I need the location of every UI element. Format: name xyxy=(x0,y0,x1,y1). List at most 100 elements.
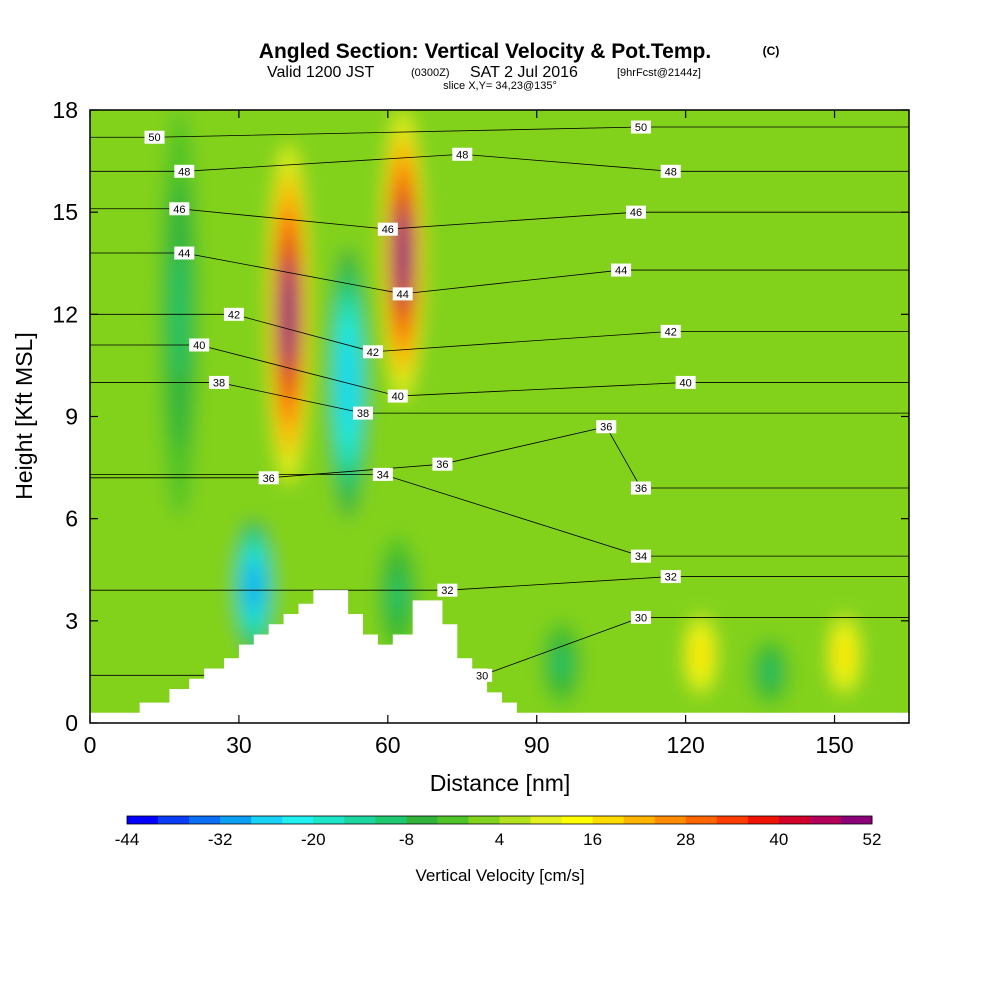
colorbar-tick-28: 28 xyxy=(676,830,695,849)
colorbar-segment-23 xyxy=(840,816,873,824)
colorbar-segment-21 xyxy=(778,816,811,824)
isentrope-label-text: 42 xyxy=(367,347,379,359)
isentrope-label-text: 46 xyxy=(630,207,642,219)
isentrope-label-text: 38 xyxy=(357,408,369,420)
colorbar-segment-10 xyxy=(437,816,469,824)
isentrope-label-40-2: 40 xyxy=(675,375,696,389)
colorbar-frame xyxy=(126,815,873,825)
valid-forecast: [9hrFcst@2144z] xyxy=(617,67,701,79)
x-tick-label-60: 60 xyxy=(375,732,401,758)
isentrope-label-box xyxy=(472,668,493,682)
isentrope-label-text: 50 xyxy=(148,132,160,144)
colorbar-segment-18 xyxy=(685,816,718,824)
isentrope-label-30-0: 30 xyxy=(472,668,493,682)
isentrope-label-box xyxy=(596,420,617,434)
isentrope-label-box xyxy=(630,549,651,563)
isentrope-label-box xyxy=(392,287,413,301)
x-tick-label-150: 150 xyxy=(815,732,853,758)
isentrope-label-text: 36 xyxy=(263,473,275,485)
colorbar-tick-52: 52 xyxy=(863,830,882,849)
isentrope-label-text: 32 xyxy=(441,585,453,597)
isentrope-label-box xyxy=(630,120,651,134)
isentrope-label-box xyxy=(387,389,408,403)
isentrope-label-box xyxy=(174,164,195,178)
slice-subtitle: slice X,Y= 34,23@135° xyxy=(443,80,557,92)
velocity-field xyxy=(90,110,909,723)
copyright-mark: (C) xyxy=(763,44,780,58)
isentrope-label-50-1: 50 xyxy=(630,120,651,134)
isentrope-label-text: 40 xyxy=(392,391,404,403)
velocity-feature-6-level-4 xyxy=(555,649,568,678)
isentrope-label-text: 44 xyxy=(615,265,627,277)
isentrope-label-50-0: 50 xyxy=(144,130,165,144)
isentrope-label-box xyxy=(372,467,393,481)
velocity-feature-9-level-4 xyxy=(838,638,851,672)
colorbar-tick-40: 40 xyxy=(769,830,788,849)
isentrope-50 xyxy=(90,126,909,138)
colorbar-segment-0 xyxy=(127,816,159,824)
colorbar-tick-16: 16 xyxy=(583,830,602,849)
isentrope-label-text: 30 xyxy=(476,670,488,682)
isentrope-label-box xyxy=(362,345,383,359)
isentrope-label-48-0: 48 xyxy=(174,164,195,178)
isentrope-36 xyxy=(90,426,909,489)
x-tick-label-0: 0 xyxy=(84,732,97,758)
colorbar-segment-7 xyxy=(344,816,376,824)
colorbar-segment-3 xyxy=(220,816,252,824)
colorbar-tick--8: -8 xyxy=(399,830,414,849)
x-tick-label-120: 120 xyxy=(666,732,704,758)
isentrope-label-box xyxy=(630,610,651,624)
velocity-feature-2-level-4 xyxy=(341,338,355,427)
y-tick-label-12: 12 xyxy=(52,301,78,327)
isentrope-label-46-2: 46 xyxy=(626,205,646,219)
y-tick-label-9: 9 xyxy=(65,404,78,430)
isentrope-label-38-1: 38 xyxy=(353,406,373,420)
x-axis-label: Distance [nm] xyxy=(430,770,571,796)
y-tick-label-15: 15 xyxy=(52,199,78,225)
isentrope-label-box xyxy=(189,338,210,352)
terrain-mask xyxy=(90,590,909,723)
isentrope-label-box xyxy=(437,583,458,597)
x-tick-label-90: 90 xyxy=(524,732,550,758)
isentrope-label-box xyxy=(377,222,398,236)
isentrope-label-text: 36 xyxy=(600,422,612,434)
isentrope-label-42-1: 42 xyxy=(362,345,383,359)
isentrope-label-text: 40 xyxy=(193,340,205,352)
isentrope-label-text: 32 xyxy=(665,572,677,584)
isentrope-label-36-2: 36 xyxy=(596,420,617,434)
field-background xyxy=(90,110,909,723)
isentrope-label-text: 38 xyxy=(213,377,225,389)
isentrope-label-text: 48 xyxy=(665,166,677,178)
colorbar-label: Vertical Velocity [cm/s] xyxy=(415,866,584,885)
isentrope-label-box xyxy=(675,375,696,389)
isentrope-label-text: 44 xyxy=(397,289,409,301)
isentrope-label-42-0: 42 xyxy=(223,307,244,321)
isentrope-label-46-0: 46 xyxy=(169,202,190,216)
isentrope-38 xyxy=(90,382,909,414)
isentrope-label-box xyxy=(630,481,651,495)
y-tick-label-6: 6 xyxy=(65,506,78,532)
colorbar-segment-20 xyxy=(747,816,780,824)
isentrope-label-box xyxy=(174,246,195,260)
isentrope-label-44-0: 44 xyxy=(174,246,195,260)
velocity-feature-7-level-4 xyxy=(763,661,777,683)
colorbar-segment-4 xyxy=(251,816,283,824)
isentrope-label-text: 40 xyxy=(680,377,692,389)
colorbar-tick--20: -20 xyxy=(301,830,326,849)
colorbar-segment-6 xyxy=(313,816,345,824)
colorbar-segment-8 xyxy=(375,816,407,824)
colorbar-segment-12 xyxy=(499,816,532,824)
colorbar-segment-2 xyxy=(189,816,221,824)
isentrope-label-box xyxy=(626,205,646,219)
colorbar-tick-4: 4 xyxy=(495,830,504,849)
valid-utc: (0300Z) xyxy=(411,67,450,79)
isentrope-label-40-0: 40 xyxy=(189,338,210,352)
colorbar-segment-16 xyxy=(623,816,656,824)
isentrope-label-text: 46 xyxy=(382,224,394,236)
x-tick-label-30: 30 xyxy=(226,732,252,758)
velocity-feature-8-level-4 xyxy=(694,638,707,672)
isentrope-label-44-1: 44 xyxy=(392,287,413,301)
isentrope-label-42-2: 42 xyxy=(660,324,681,338)
isentrope-label-34-0: 34 xyxy=(372,467,393,481)
